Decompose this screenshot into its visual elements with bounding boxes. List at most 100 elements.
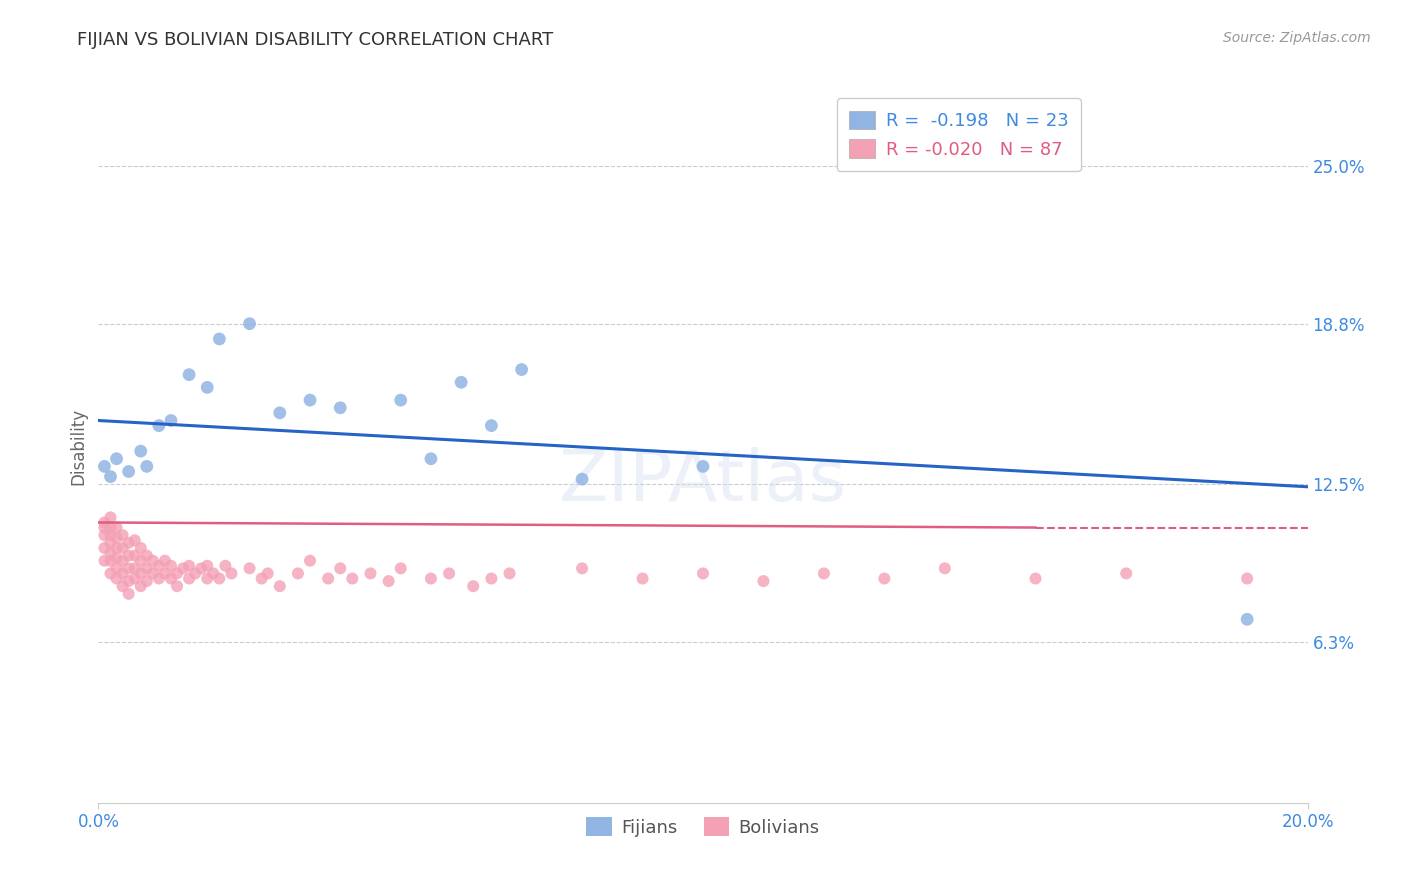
Point [269,579,291,593]
Point [129,541,152,555]
Point [135,459,157,474]
Point [105,572,128,586]
Point [135,561,157,575]
Point [299,554,322,568]
Point [571,561,593,575]
Point [239,317,262,331]
Point [100,566,122,581]
Point [118,465,141,479]
Point [160,558,183,573]
Point [105,531,128,545]
Point [1024,572,1046,586]
Point [100,536,122,550]
Point [124,572,146,586]
Point [124,533,146,548]
Point [111,541,134,555]
Point [118,536,141,550]
Point [100,510,122,524]
Point [287,566,309,581]
Point [214,558,236,573]
Point [752,574,775,588]
Point [510,362,533,376]
Point [1236,612,1258,626]
Point [934,561,956,575]
Point [184,566,207,581]
Point [437,566,460,581]
Point [105,520,128,534]
Point [153,554,176,568]
Point [172,561,194,575]
Point [250,572,273,586]
Point [420,572,443,586]
Point [256,566,278,581]
Point [100,469,122,483]
Text: FIJIAN VS BOLIVIAN DISABILITY CORRELATION CHART: FIJIAN VS BOLIVIAN DISABILITY CORRELATIO… [77,31,554,49]
Point [93,459,115,474]
Point [100,520,122,534]
Point [105,541,128,555]
Point [135,574,157,588]
Point [450,376,472,390]
Point [129,554,152,568]
Point [239,561,262,575]
Point [329,561,352,575]
Point [195,558,218,573]
Point [498,566,520,581]
Point [148,418,170,433]
Point [463,579,485,593]
Point [190,561,212,575]
Point [153,566,176,581]
Point [179,572,201,586]
Point [93,541,115,555]
Point [571,472,593,486]
Point [1236,572,1258,586]
Text: ZIPAtlas: ZIPAtlas [560,447,846,516]
Point [111,554,134,568]
Point [142,566,165,581]
Point [93,520,115,534]
Point [692,459,714,474]
Point [105,451,128,466]
Point [118,574,141,588]
Point [692,566,714,581]
Point [100,554,122,568]
Point [111,528,134,542]
Point [93,516,115,530]
Point [160,413,183,427]
Point [269,406,291,420]
Point [129,566,152,581]
Point [160,572,183,586]
Point [873,572,896,586]
Point [813,566,835,581]
Point [124,549,146,563]
Point [389,561,412,575]
Point [148,572,170,586]
Point [195,572,218,586]
Point [129,579,152,593]
Point [195,380,218,394]
Point [208,572,231,586]
Y-axis label: Disability: Disability [69,408,87,484]
Point [105,551,128,566]
Point [179,558,201,573]
Point [389,393,412,408]
Point [221,566,243,581]
Point [100,546,122,560]
Text: Source: ZipAtlas.com: Source: ZipAtlas.com [1223,31,1371,45]
Point [148,558,170,573]
Point [329,401,352,415]
Point [481,418,503,433]
Point [179,368,201,382]
Point [631,572,654,586]
Point [118,549,141,563]
Point [105,561,128,575]
Point [166,579,188,593]
Point [299,393,322,408]
Point [481,572,503,586]
Point [377,574,399,588]
Point [316,572,339,586]
Point [208,332,231,346]
Point [93,554,115,568]
Point [124,561,146,575]
Point [342,572,364,586]
